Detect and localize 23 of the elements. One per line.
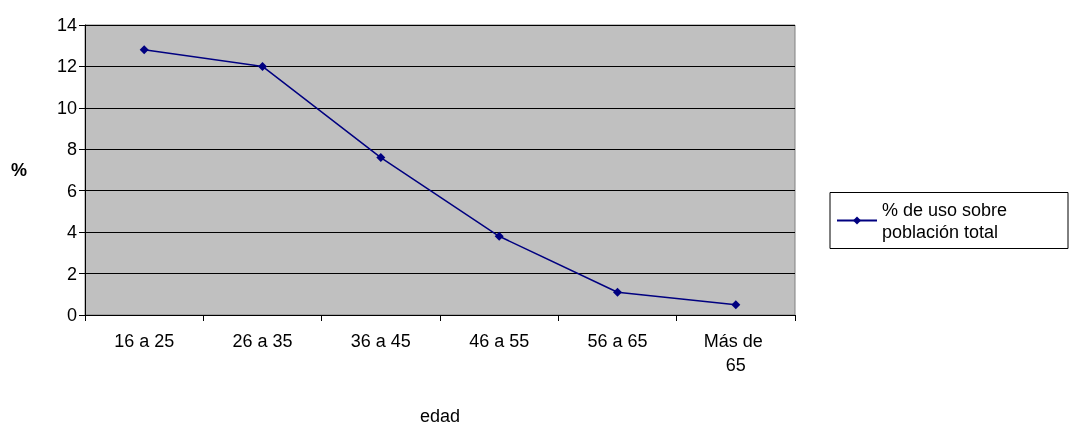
point — [258, 61, 267, 71]
y-tick-label: 2 — [66, 263, 77, 284]
x-axis-title: edad — [419, 406, 461, 426]
point — [613, 287, 622, 297]
y-tick-label: 10 — [56, 97, 77, 118]
x-tick-label: 56 a 65 — [587, 331, 648, 351]
y-tick-label: 6 — [66, 180, 77, 201]
x-tick-label: 46 a 55 — [469, 331, 530, 351]
y-tick-label: 8 — [66, 139, 77, 160]
y-tick-label: 12 — [56, 56, 77, 77]
point — [139, 45, 149, 55]
point — [376, 153, 386, 163]
point — [731, 300, 741, 310]
y-tick-label: 4 — [66, 222, 77, 243]
point — [494, 231, 504, 241]
y-tick-label: 14 — [56, 15, 77, 35]
x-tick-label: 26 a 35 — [232, 331, 293, 351]
x-tick-label: 36 a 45 — [350, 331, 411, 351]
legend-label: % de uso sobre población total — [882, 199, 1013, 242]
x-tick-label: 16 a 25 — [114, 331, 175, 351]
x-tick-label: Más de 65 — [703, 331, 768, 375]
y-tick-label: 0 — [66, 305, 77, 325]
y-axis-title: % — [10, 160, 27, 180]
